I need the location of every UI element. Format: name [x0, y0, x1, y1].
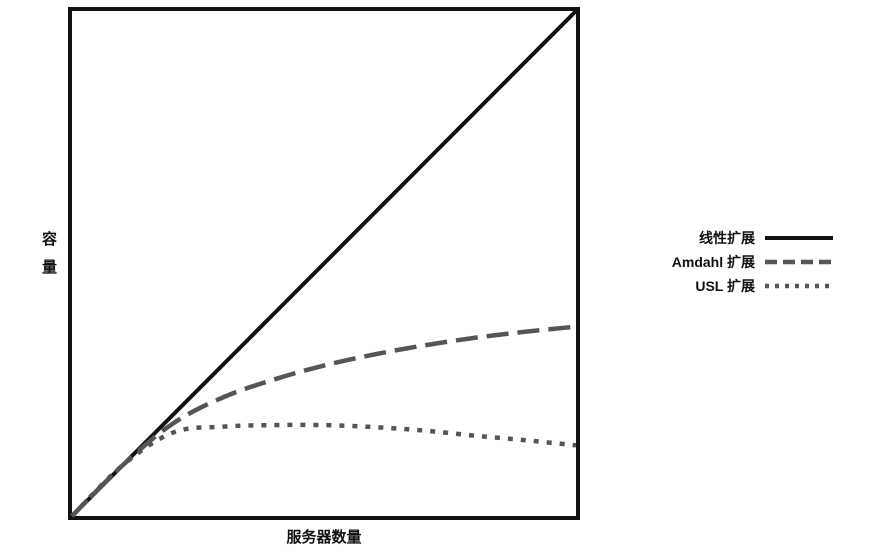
legend-label-amdahl: Amdahl 扩展: [671, 254, 755, 270]
y-axis-label-char-2: 量: [42, 258, 58, 276]
legend-item-amdahl: Amdahl 扩展: [672, 252, 835, 272]
legend-label-usl: USL 扩展: [695, 278, 755, 294]
series-layer: [70, 9, 578, 518]
legend-label-linear: 线性扩展: [699, 230, 755, 246]
series-line-amdahl: [70, 324, 577, 518]
series-line-linear: [70, 9, 578, 518]
y-axis-label-char-1: 容: [42, 230, 58, 248]
legend-swatch-amdahl: [765, 259, 833, 265]
legend-item-linear: 线性扩展: [699, 228, 835, 248]
legend-swatch-linear: [765, 236, 833, 240]
legend-swatch-usl: [765, 283, 833, 289]
x-axis-label: 服务器数量: [286, 528, 362, 546]
legend-item-usl: USL 扩展: [695, 276, 835, 296]
